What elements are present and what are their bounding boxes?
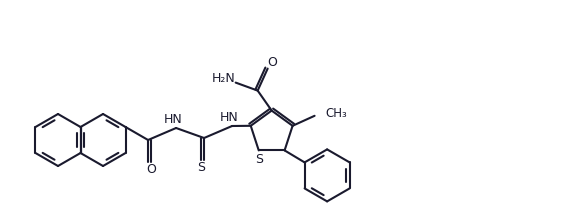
Text: O: O [268, 56, 278, 69]
Text: CH₃: CH₃ [325, 107, 347, 120]
Text: S: S [255, 153, 263, 166]
Text: S: S [197, 161, 205, 174]
Text: H₂N: H₂N [212, 72, 235, 85]
Text: HN: HN [219, 110, 238, 123]
Text: O: O [146, 163, 156, 176]
Text: HN: HN [164, 112, 182, 125]
